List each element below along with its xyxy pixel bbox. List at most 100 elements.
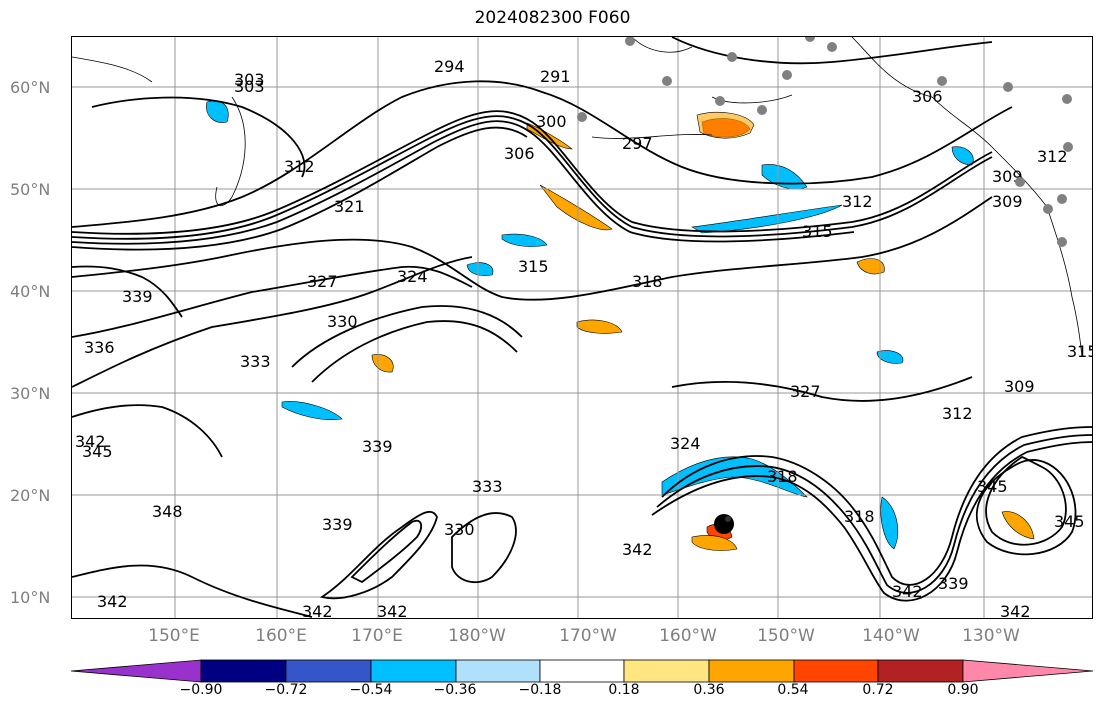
contour-label: 336 (84, 338, 115, 357)
map-title: 2024082300 F060 (474, 8, 631, 28)
station-dot (805, 37, 815, 42)
contour-labels: 294 291 300 297 303 306 312 321 309 312 … (75, 57, 1093, 619)
lat-label-30n: 30°N (10, 384, 51, 403)
contour-label: 330 (327, 312, 358, 331)
contour-label: 315 (1067, 342, 1093, 361)
lon-label-130w: 130°W (962, 626, 1020, 646)
coastlines (72, 37, 1083, 358)
contour-label: 342 (97, 592, 128, 611)
contour-label: 306 (504, 144, 535, 163)
colorbar-segment (539, 659, 625, 683)
station-dot (827, 42, 837, 52)
station-dot (715, 96, 725, 106)
station-dot (1015, 177, 1025, 187)
contour-label: 342 (377, 602, 408, 619)
station-dot (937, 76, 947, 86)
contour-label: 348 (152, 502, 183, 521)
lat-label-40n: 40°N (10, 282, 51, 301)
contour-label: 312 (1037, 147, 1068, 166)
contour-label: 339 (938, 574, 969, 593)
map-panel: 294 291 300 297 303 306 312 321 309 312 … (71, 36, 1093, 619)
colorbar-tick: −0.54 (349, 682, 393, 698)
shade-patch-orange (371, 354, 394, 373)
shade-patch-orange (856, 258, 885, 275)
contour-label: 291 (540, 67, 571, 86)
contour-label: 333 (240, 352, 271, 371)
colorbar-segment (200, 659, 287, 683)
lon-label-170w: 170°W (559, 626, 617, 646)
lon-label-160w: 160°W (659, 626, 717, 646)
lat-label-50n: 50°N (10, 180, 51, 199)
lon-label-140w: 140°W (862, 626, 920, 646)
contour-label: 297 (622, 134, 653, 153)
contour-label: 312 (284, 157, 315, 176)
colorbar (70, 659, 1094, 683)
contour-label: 342 (302, 602, 333, 619)
station-dot (662, 76, 672, 86)
contour-label: 318 (767, 467, 798, 486)
contour-label: 345 (977, 477, 1008, 496)
contour-label: 321 (334, 197, 365, 216)
shade-patch-blue (661, 456, 808, 498)
shade-patch-blue (281, 401, 343, 420)
station-dot (1057, 194, 1067, 204)
contour-label: 309 (1004, 377, 1035, 396)
contour-label: 342 (892, 582, 923, 601)
shade-patch-orange (1001, 511, 1035, 540)
colorbar-segment (70, 659, 202, 683)
contour-label: 306 (912, 87, 943, 106)
colorbar-tick: −0.72 (264, 682, 308, 698)
contour-label: 300 (536, 112, 567, 131)
contour-label: 303 (234, 77, 265, 96)
shade-patch-blue (501, 233, 548, 247)
colorbar-segment (962, 659, 1094, 683)
contour-label: 318 (632, 272, 663, 291)
colorbar-segment (793, 659, 879, 683)
shade-patch-orange (576, 319, 623, 334)
contour-label: 309 (992, 192, 1023, 211)
lon-label-150w: 150°W (757, 626, 815, 646)
station-dot (757, 105, 767, 115)
lon-label-170e: 170°E (351, 626, 403, 646)
lat-label-60n: 60°N (10, 78, 51, 97)
contour-label: 318 (844, 507, 875, 526)
shade-patch-blue (876, 350, 904, 364)
station-markers (577, 37, 1073, 247)
colorbar-tick: 0.36 (693, 682, 725, 698)
colorbar-segment (285, 659, 372, 683)
shade-patch-orange (539, 184, 613, 231)
colorbar-tick: −0.18 (518, 682, 562, 698)
lon-label-150e: 150°E (148, 626, 200, 646)
station-dot (1063, 142, 1073, 152)
map-canvas: 294 291 300 297 303 306 312 321 309 312 … (72, 37, 1093, 619)
contour-label: 324 (397, 267, 428, 286)
colorbar-tick: 0.90 (947, 682, 979, 698)
colorbar-segments (70, 659, 1094, 683)
station-dot (1062, 94, 1072, 104)
station-dot (1003, 82, 1013, 92)
contour-label: 330 (444, 520, 475, 539)
station-dot (1043, 204, 1053, 214)
colorbar-segment (877, 659, 964, 683)
lon-label-160e: 160°E (255, 626, 307, 646)
contour-label: 315 (802, 222, 833, 241)
colorbar-tick: −0.36 (433, 682, 477, 698)
station-dot (1057, 237, 1067, 247)
contour-label: 309 (992, 167, 1023, 186)
lat-label-20n: 20°N (10, 486, 51, 505)
shade-patch-blue (466, 262, 494, 276)
shade-patch-orange (696, 111, 755, 139)
isentrope-contours (72, 37, 1092, 618)
colorbar-tick: 0.18 (608, 682, 640, 698)
contour-label: 303 (234, 70, 265, 89)
colorbar-segment (623, 659, 710, 683)
contour-label: 342 (75, 432, 106, 451)
station-dot (782, 70, 792, 80)
contour-label: 327 (307, 272, 338, 291)
storm-center-marker (714, 514, 734, 534)
lon-label-180w: 180°W (448, 626, 506, 646)
colorbar-segment (455, 659, 541, 683)
contour-label: 339 (322, 515, 353, 534)
contour-label: 339 (362, 437, 393, 456)
contour-label: 342 (622, 540, 653, 559)
